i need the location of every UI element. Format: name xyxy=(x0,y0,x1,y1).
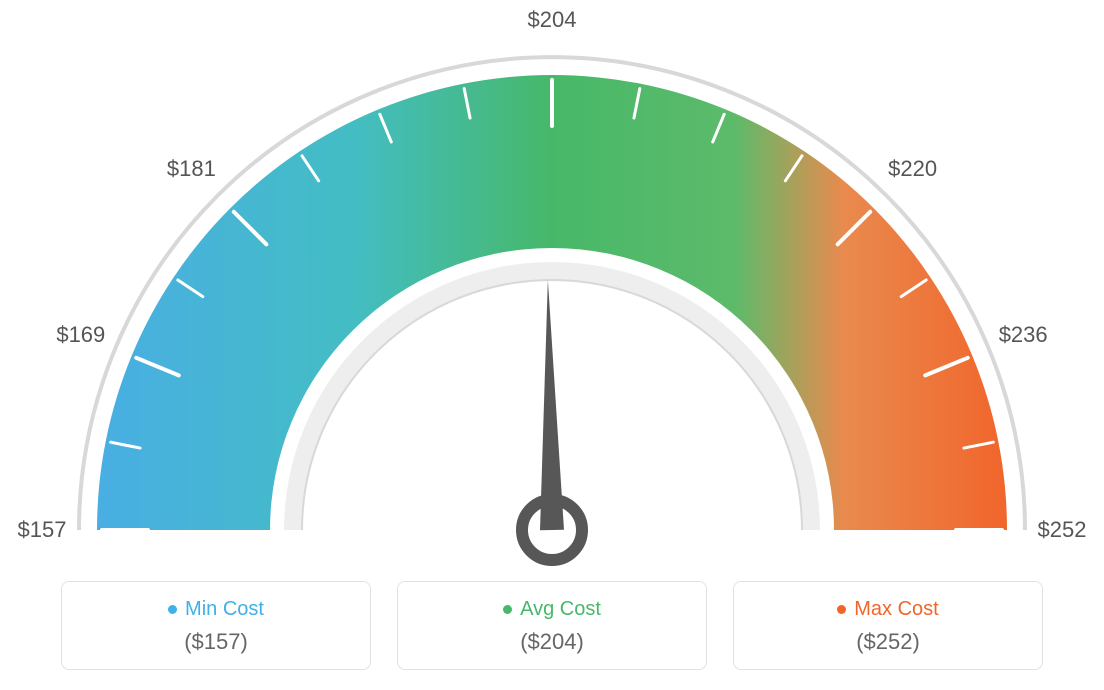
legend-min-label: Min Cost xyxy=(185,598,264,621)
legend-min-card: Min Cost ($157) xyxy=(61,581,371,670)
legend-min-value: ($157) xyxy=(72,629,360,655)
legend-max-dot xyxy=(837,605,846,614)
gauge-tick-label: $220 xyxy=(888,156,937,182)
legend-avg-value: ($204) xyxy=(408,629,696,655)
gauge-tick-label: $252 xyxy=(1038,517,1087,543)
gauge-tick-label: $169 xyxy=(56,322,105,348)
gauge-tick-label: $236 xyxy=(999,322,1048,348)
legend-max-value: ($252) xyxy=(744,629,1032,655)
gauge-tick-label: $181 xyxy=(167,156,216,182)
gauge-tick-label: $157 xyxy=(18,517,67,543)
legend-min-dot xyxy=(168,605,177,614)
gauge-tick-label: $204 xyxy=(528,7,577,33)
legend-avg-dot xyxy=(503,605,512,614)
legend-row: Min Cost ($157) Avg Cost ($204) Max Cost… xyxy=(0,581,1104,670)
legend-avg-card: Avg Cost ($204) xyxy=(397,581,707,670)
legend-avg-label: Avg Cost xyxy=(520,598,601,621)
legend-max-card: Max Cost ($252) xyxy=(733,581,1043,670)
legend-max-label: Max Cost xyxy=(854,598,938,621)
cost-gauge: $157 $169 $181 $204 $220 $236 $252 xyxy=(0,0,1104,560)
